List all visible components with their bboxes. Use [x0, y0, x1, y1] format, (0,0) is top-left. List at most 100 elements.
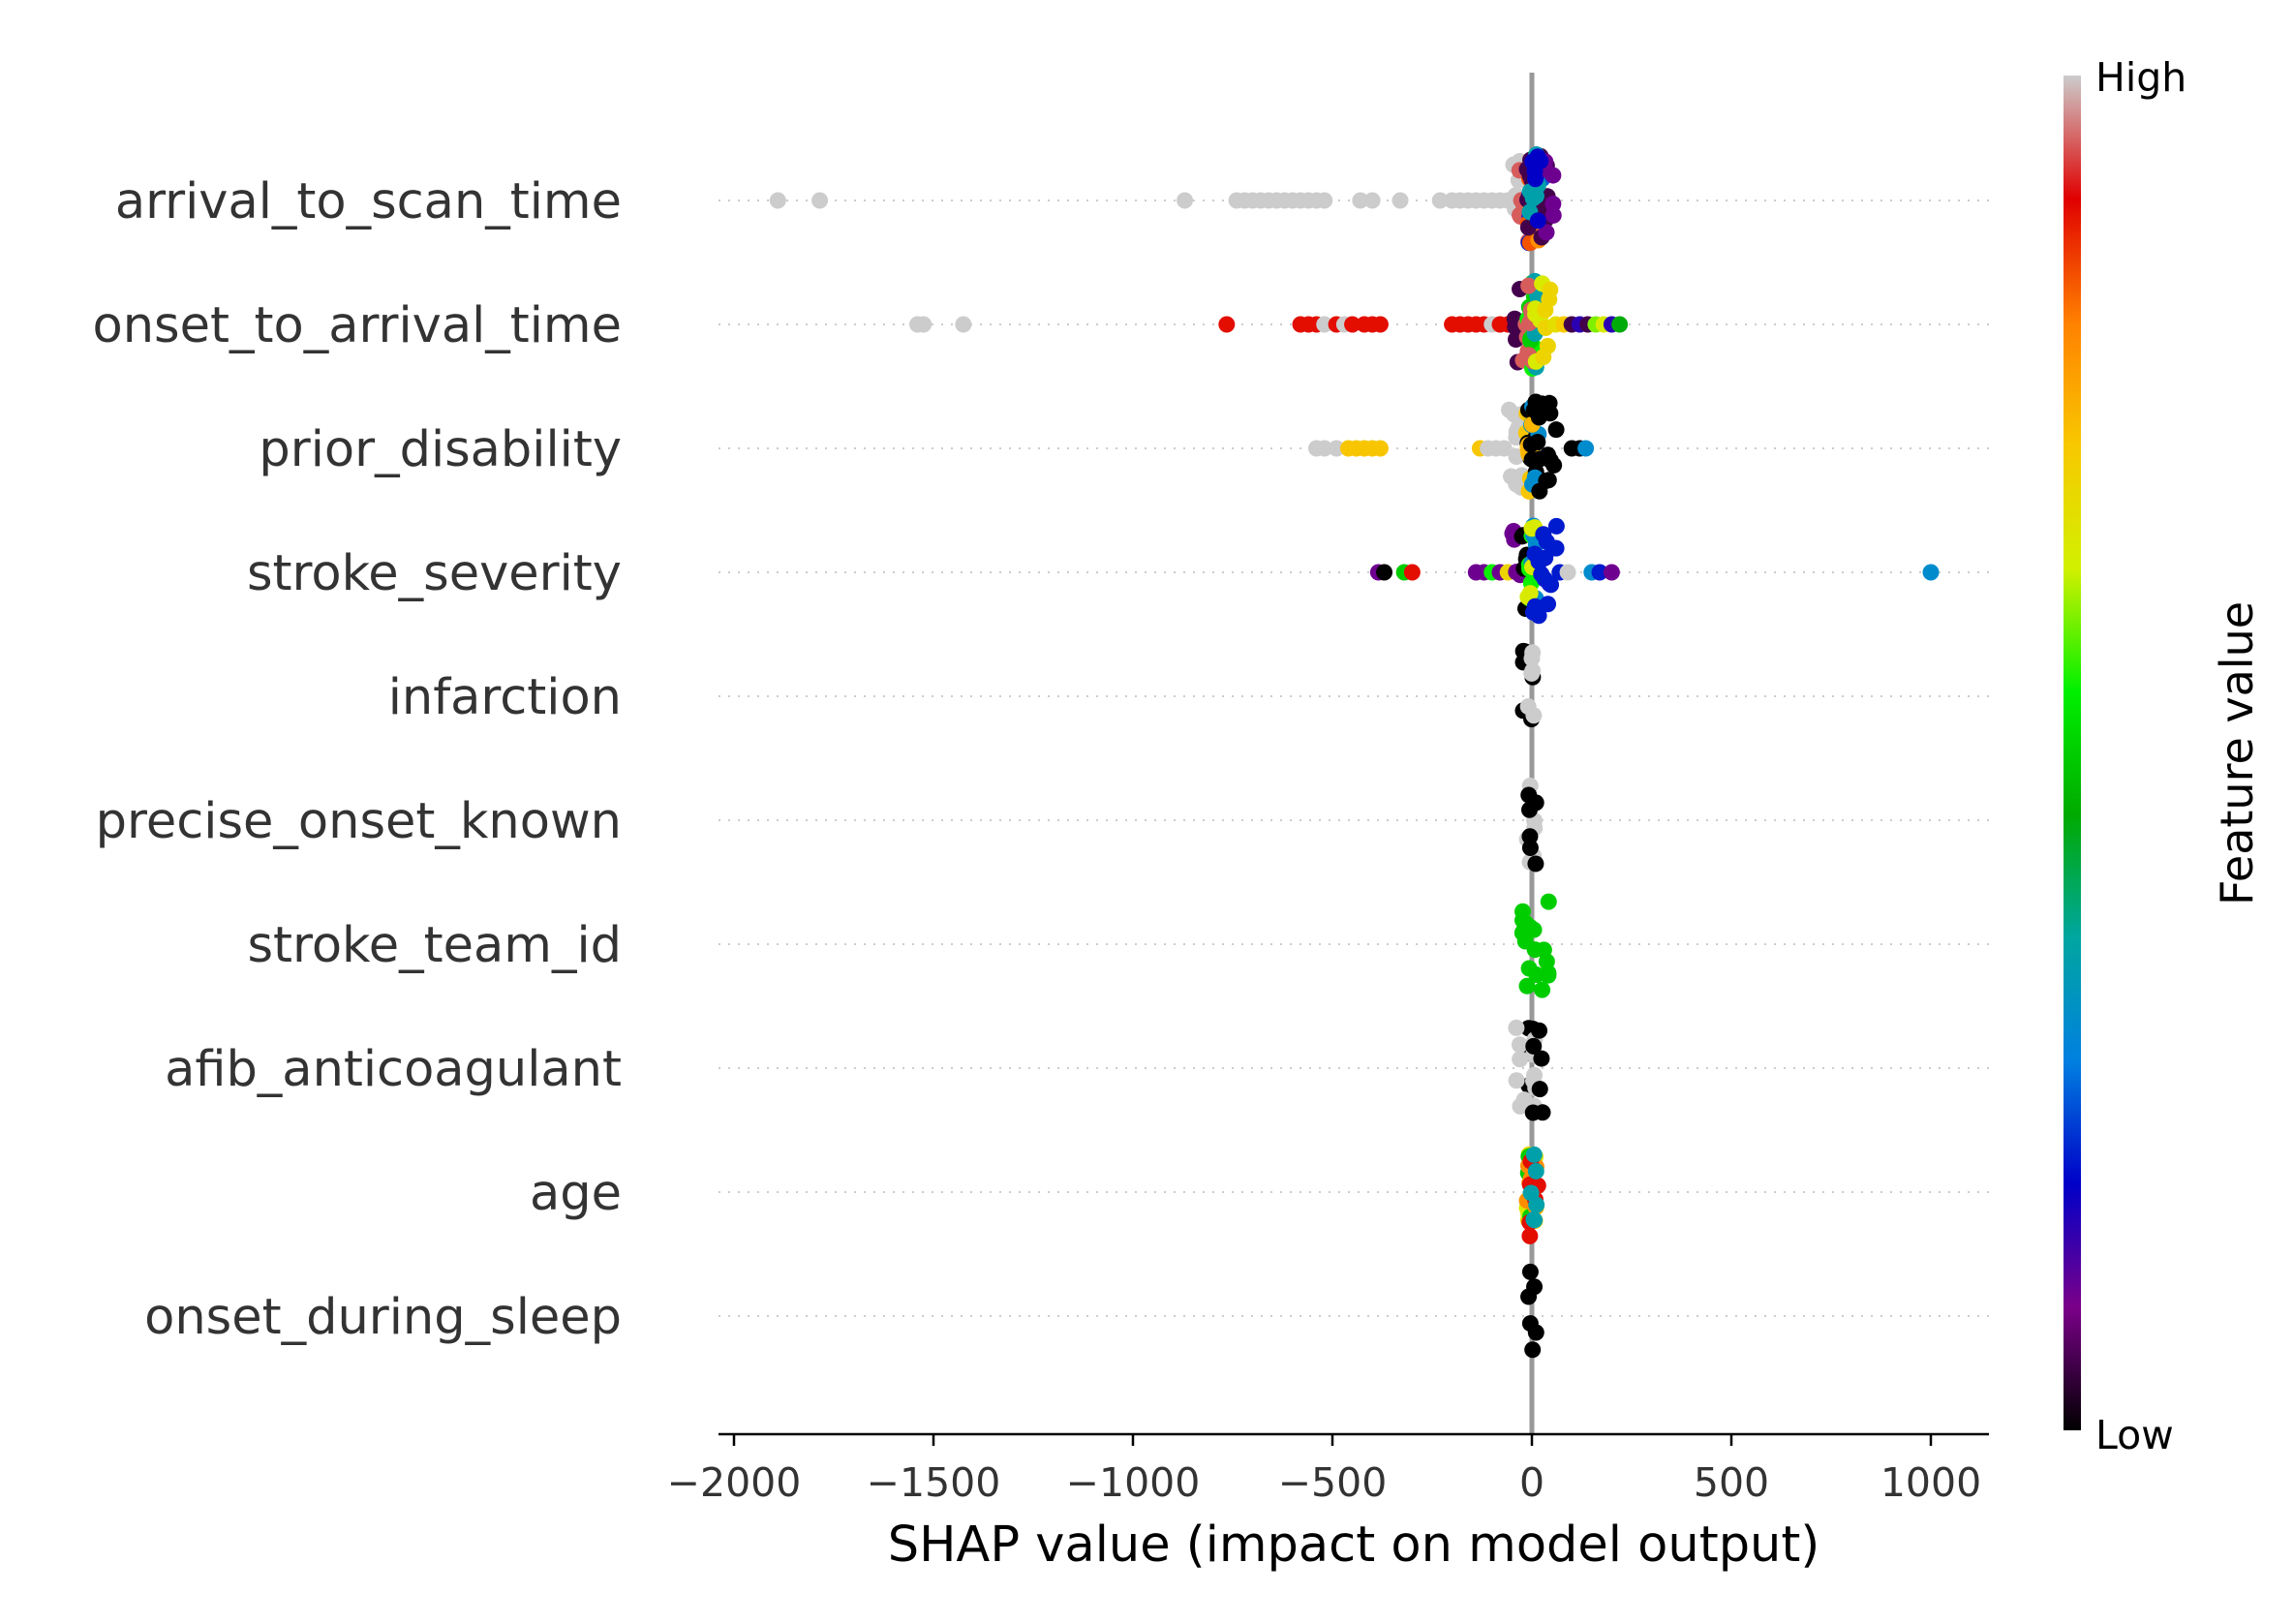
- shap-point-stroke_severity: [1559, 564, 1576, 581]
- feature-label-precise_onset_known: precise_onset_known: [96, 793, 622, 850]
- shap-point-stroke_severity: [1531, 552, 1548, 569]
- x-axis: −2000 −1500 −1000 −500 0 500 1000: [667, 1432, 1989, 1506]
- colorbar-high-label: High: [2095, 54, 2186, 101]
- shap-point-infarction: [1524, 644, 1542, 661]
- shap-point-stroke_severity: [1591, 564, 1608, 581]
- shap-point-stroke_severity: [1535, 526, 1552, 543]
- shap-point-stroke_team_id: [1517, 914, 1535, 932]
- x-tick-label: −1500: [867, 1459, 1001, 1506]
- shap-point-prior_disability: [1538, 472, 1555, 489]
- shap-point-onset_to_arrival_time: [1539, 337, 1556, 354]
- x-tick-label: 500: [1694, 1459, 1769, 1506]
- shap-point-arrival_to_scan_time: [1363, 192, 1381, 209]
- shap-point-prior_disability: [1545, 456, 1563, 474]
- shap-point-precise_onset_known: [1527, 855, 1544, 873]
- shap-point-age: [1528, 1196, 1545, 1213]
- shap-point-age: [1525, 1210, 1543, 1228]
- shap-point-onset_during_sleep: [1524, 1341, 1542, 1359]
- shap-point-afib_anticoagulant: [1533, 1050, 1550, 1067]
- shap-point-onset_to_arrival_time: [1520, 277, 1538, 294]
- shap-point-infarction: [1525, 707, 1543, 724]
- feature-label-age: age: [530, 1165, 622, 1222]
- x-axis-title: SHAP value (impact on model output): [888, 1517, 1820, 1574]
- shap-point-arrival_to_scan_time: [1529, 148, 1546, 166]
- colorbar-gradient: [2064, 76, 2081, 1430]
- shap-point-stroke_severity: [1540, 596, 1557, 613]
- shap-point-precise_onset_known: [1521, 840, 1539, 857]
- shap-point-onset_during_sleep: [1521, 1315, 1539, 1333]
- shap-point-precise_onset_known: [1527, 794, 1544, 812]
- shap-point-onset_during_sleep: [1520, 1288, 1538, 1305]
- shap-point-onset_to_arrival_time: [1316, 316, 1333, 333]
- shap-point-prior_disability: [1328, 440, 1345, 457]
- shap-point-afib_anticoagulant: [1508, 1072, 1525, 1089]
- shap-point-arrival_to_scan_time: [1544, 206, 1562, 224]
- shap-point-age: [1527, 1162, 1544, 1180]
- shap-point-afib_anticoagulant: [1525, 1037, 1543, 1055]
- shap-point-prior_disability: [1316, 440, 1333, 457]
- shap-point-prior_disability: [1577, 440, 1595, 457]
- shap-point-arrival_to_scan_time: [1431, 192, 1449, 209]
- shap-point-stroke_team_id: [1540, 893, 1557, 910]
- feature-label-arrival_to_scan_time: arrival_to_scan_time: [115, 173, 622, 230]
- shap-point-stroke_team_id: [1520, 960, 1538, 977]
- shap-point-stroke_severity: [1526, 598, 1544, 615]
- shap-point-onset_to_arrival_time: [1371, 316, 1389, 333]
- shap-point-arrival_to_scan_time: [1544, 196, 1562, 213]
- shap-point-onset_to_arrival_time: [955, 316, 972, 333]
- shap-point-prior_disability: [1371, 440, 1389, 457]
- shap-point-stroke_severity: [1543, 576, 1560, 594]
- shap-point-onset_during_sleep: [1521, 1263, 1539, 1280]
- shap-point-prior_disability: [1547, 421, 1565, 439]
- shap-point-afib_anticoagulant: [1508, 1019, 1525, 1036]
- shap-point-afib_anticoagulant: [1531, 1022, 1548, 1039]
- shap-point-stroke_severity: [1922, 564, 1940, 581]
- shap-point-onset_to_arrival_time: [1344, 316, 1361, 333]
- shap-point-afib_anticoagulant: [1526, 1066, 1544, 1084]
- colorbar-low-label: Low: [2095, 1412, 2174, 1458]
- shap-point-arrival_to_scan_time: [1526, 163, 1544, 180]
- shap-point-stroke_severity: [1545, 539, 1563, 557]
- feature-label-infarction: infarction: [388, 669, 622, 726]
- feature-label-stroke_team_id: stroke_team_id: [247, 917, 622, 974]
- shap-point-onset_to_arrival_time: [1218, 316, 1236, 333]
- shap-point-stroke_team_id: [1534, 981, 1551, 998]
- feature-label-stroke_severity: stroke_severity: [247, 545, 622, 602]
- shap-point-prior_disability: [1542, 405, 1559, 422]
- shap-point-stroke_severity: [1603, 564, 1620, 581]
- feature-labels: arrival_to_scan_time onset_to_arrival_tim…: [93, 173, 622, 1346]
- feature-label-onset_during_sleep: onset_during_sleep: [144, 1289, 622, 1346]
- shap-point-arrival_to_scan_time: [1352, 192, 1369, 209]
- feature-label-afib_anticoagulant: afib_anticoagulant: [165, 1041, 622, 1098]
- shap-point-afib_anticoagulant: [1531, 1081, 1548, 1098]
- shap-point-arrival_to_scan_time: [1177, 192, 1194, 209]
- shap-point-arrival_to_scan_time: [769, 192, 786, 209]
- shap-point-stroke_team_id: [1518, 977, 1536, 995]
- shap-point-arrival_to_scan_time: [1316, 192, 1333, 209]
- shap-point-afib_anticoagulant: [1512, 1097, 1529, 1115]
- shap-point-infarction: [1523, 664, 1541, 682]
- x-tick-label: −500: [1278, 1459, 1388, 1506]
- colorbar-title: Feature value: [2211, 601, 2263, 905]
- shap-point-arrival_to_scan_time: [811, 192, 829, 209]
- shap-point-prior_disability: [1529, 434, 1546, 451]
- shap-point-prior_disability: [1495, 440, 1513, 457]
- shap-point-arrival_to_scan_time: [1391, 192, 1409, 209]
- shap-point-age: [1521, 1227, 1539, 1244]
- x-tick-label: 1000: [1880, 1459, 1981, 1506]
- shap-point-age: [1525, 1146, 1543, 1163]
- shap-point-stroke_team_id: [1538, 953, 1555, 970]
- shap-point-arrival_to_scan_time: [1538, 224, 1555, 241]
- shap-point-onset_to_arrival_time: [1611, 316, 1629, 333]
- x-tick-label: −2000: [667, 1459, 802, 1506]
- shap-point-arrival_to_scan_time: [1529, 212, 1546, 230]
- feature-guide-lines: [718, 199, 1989, 1317]
- shap-point-stroke_severity: [1547, 517, 1565, 535]
- colorbar: High Low Feature value: [2064, 54, 2263, 1458]
- shap-points: [769, 146, 1940, 1359]
- shap-point-stroke_team_id: [1540, 966, 1557, 984]
- shap-point-afib_anticoagulant: [1511, 1036, 1528, 1054]
- x-tick-label: 0: [1519, 1459, 1544, 1506]
- feature-label-prior_disability: prior_disability: [259, 421, 622, 478]
